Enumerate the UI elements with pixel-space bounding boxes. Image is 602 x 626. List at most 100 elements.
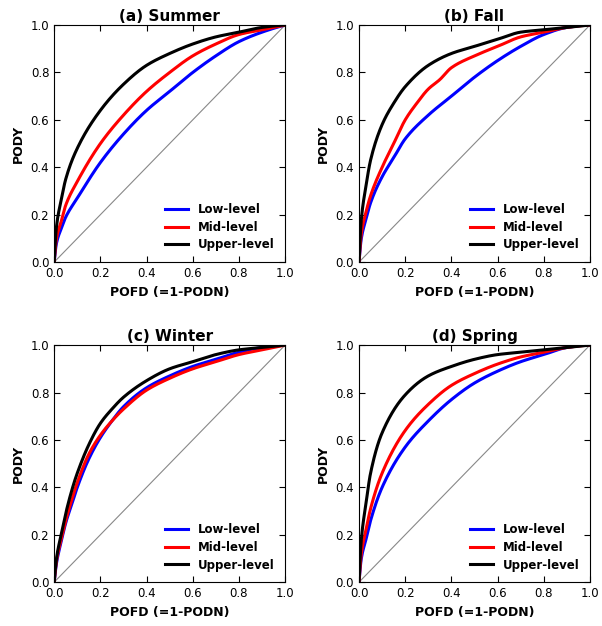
Upper-level — [501, 33, 508, 41]
Upper-level — [217, 32, 225, 39]
Low-level — [196, 64, 203, 71]
Low-level — [217, 49, 225, 56]
Y-axis label: PODY: PODY — [12, 125, 25, 163]
Legend: Low-level, Mid-level, Upper-level: Low-level, Mid-level, Upper-level — [465, 518, 584, 577]
Low-level — [78, 187, 85, 194]
Upper-level — [196, 356, 203, 363]
Mid-level — [219, 356, 226, 364]
Low-level — [383, 474, 391, 481]
Low-level — [447, 397, 454, 404]
Low-level — [586, 341, 594, 349]
Mid-level — [501, 358, 508, 366]
Upper-level — [447, 363, 454, 371]
Line: Low-level: Low-level — [54, 25, 285, 262]
Low-level — [51, 578, 58, 586]
Low-level — [523, 356, 530, 364]
Y-axis label: PODY: PODY — [317, 444, 330, 483]
Mid-level — [196, 48, 203, 56]
Mid-level — [383, 153, 391, 161]
Line: Low-level: Low-level — [359, 345, 590, 582]
Upper-level — [51, 259, 58, 266]
Mid-level — [522, 32, 529, 39]
Line: Mid-level: Mid-level — [359, 345, 590, 582]
Low-level — [219, 48, 226, 56]
Title: (a) Summer: (a) Summer — [119, 9, 220, 24]
Mid-level — [142, 88, 149, 96]
X-axis label: POFD (=1-PODN): POFD (=1-PODN) — [110, 285, 229, 299]
Y-axis label: PODY: PODY — [317, 125, 330, 163]
Low-level — [430, 106, 438, 114]
Mid-level — [355, 259, 362, 266]
Upper-level — [383, 111, 391, 119]
Low-level — [142, 384, 149, 392]
Low-level — [196, 361, 203, 368]
Legend: Low-level, Mid-level, Upper-level: Low-level, Mid-level, Upper-level — [465, 198, 584, 256]
Mid-level — [217, 356, 225, 364]
Mid-level — [586, 21, 594, 29]
Upper-level — [219, 32, 226, 39]
Low-level — [217, 354, 225, 361]
Title: (b) Fall: (b) Fall — [444, 9, 504, 24]
Line: Low-level: Low-level — [359, 25, 590, 262]
Mid-level — [282, 341, 289, 349]
Upper-level — [51, 578, 58, 586]
Mid-level — [126, 105, 133, 112]
Mid-level — [217, 38, 225, 46]
Upper-level — [282, 21, 289, 29]
Mid-level — [78, 466, 85, 474]
Line: Mid-level: Mid-level — [54, 25, 285, 262]
Upper-level — [522, 28, 529, 35]
Mid-level — [586, 341, 594, 349]
Line: Upper-level: Upper-level — [54, 345, 285, 582]
Upper-level — [217, 349, 225, 357]
Mid-level — [523, 352, 530, 359]
Mid-level — [51, 259, 58, 266]
Low-level — [447, 93, 454, 101]
Upper-level — [447, 50, 454, 58]
Line: Mid-level: Mid-level — [54, 345, 285, 582]
Mid-level — [523, 32, 530, 39]
Low-level — [78, 471, 85, 479]
Line: Upper-level: Upper-level — [54, 25, 285, 262]
Upper-level — [523, 28, 530, 35]
Low-level — [355, 259, 362, 266]
Upper-level — [430, 369, 438, 377]
Upper-level — [126, 75, 133, 83]
Low-level — [282, 21, 289, 29]
Title: (d) Spring: (d) Spring — [432, 329, 518, 344]
Low-level — [522, 356, 529, 364]
Mid-level — [447, 64, 454, 72]
Mid-level — [501, 39, 508, 47]
Upper-level — [282, 341, 289, 349]
Low-level — [142, 108, 149, 115]
Low-level — [523, 39, 530, 47]
Mid-level — [522, 352, 529, 359]
Low-level — [51, 259, 58, 266]
Legend: Low-level, Mid-level, Upper-level: Low-level, Mid-level, Upper-level — [160, 518, 279, 577]
Upper-level — [142, 377, 149, 385]
Line: Upper-level: Upper-level — [359, 25, 590, 262]
Low-level — [586, 21, 594, 29]
Upper-level — [219, 349, 226, 357]
Low-level — [282, 341, 289, 349]
Low-level — [219, 354, 226, 361]
Upper-level — [430, 58, 438, 65]
Legend: Low-level, Mid-level, Upper-level: Low-level, Mid-level, Upper-level — [160, 198, 279, 256]
Y-axis label: PODY: PODY — [12, 444, 25, 483]
Upper-level — [196, 38, 203, 46]
Upper-level — [355, 259, 362, 266]
Upper-level — [78, 135, 85, 143]
Upper-level — [78, 457, 85, 464]
Low-level — [430, 411, 438, 419]
Line: Mid-level: Mid-level — [359, 25, 590, 262]
Low-level — [355, 578, 362, 586]
Line: Upper-level: Upper-level — [359, 345, 590, 582]
Upper-level — [586, 341, 594, 349]
Low-level — [126, 124, 133, 131]
Line: Low-level: Low-level — [54, 345, 285, 582]
Low-level — [522, 40, 529, 48]
Mid-level — [142, 387, 149, 394]
X-axis label: POFD (=1-PODN): POFD (=1-PODN) — [415, 285, 534, 299]
Low-level — [383, 165, 391, 172]
Title: (c) Winter: (c) Winter — [126, 329, 213, 344]
